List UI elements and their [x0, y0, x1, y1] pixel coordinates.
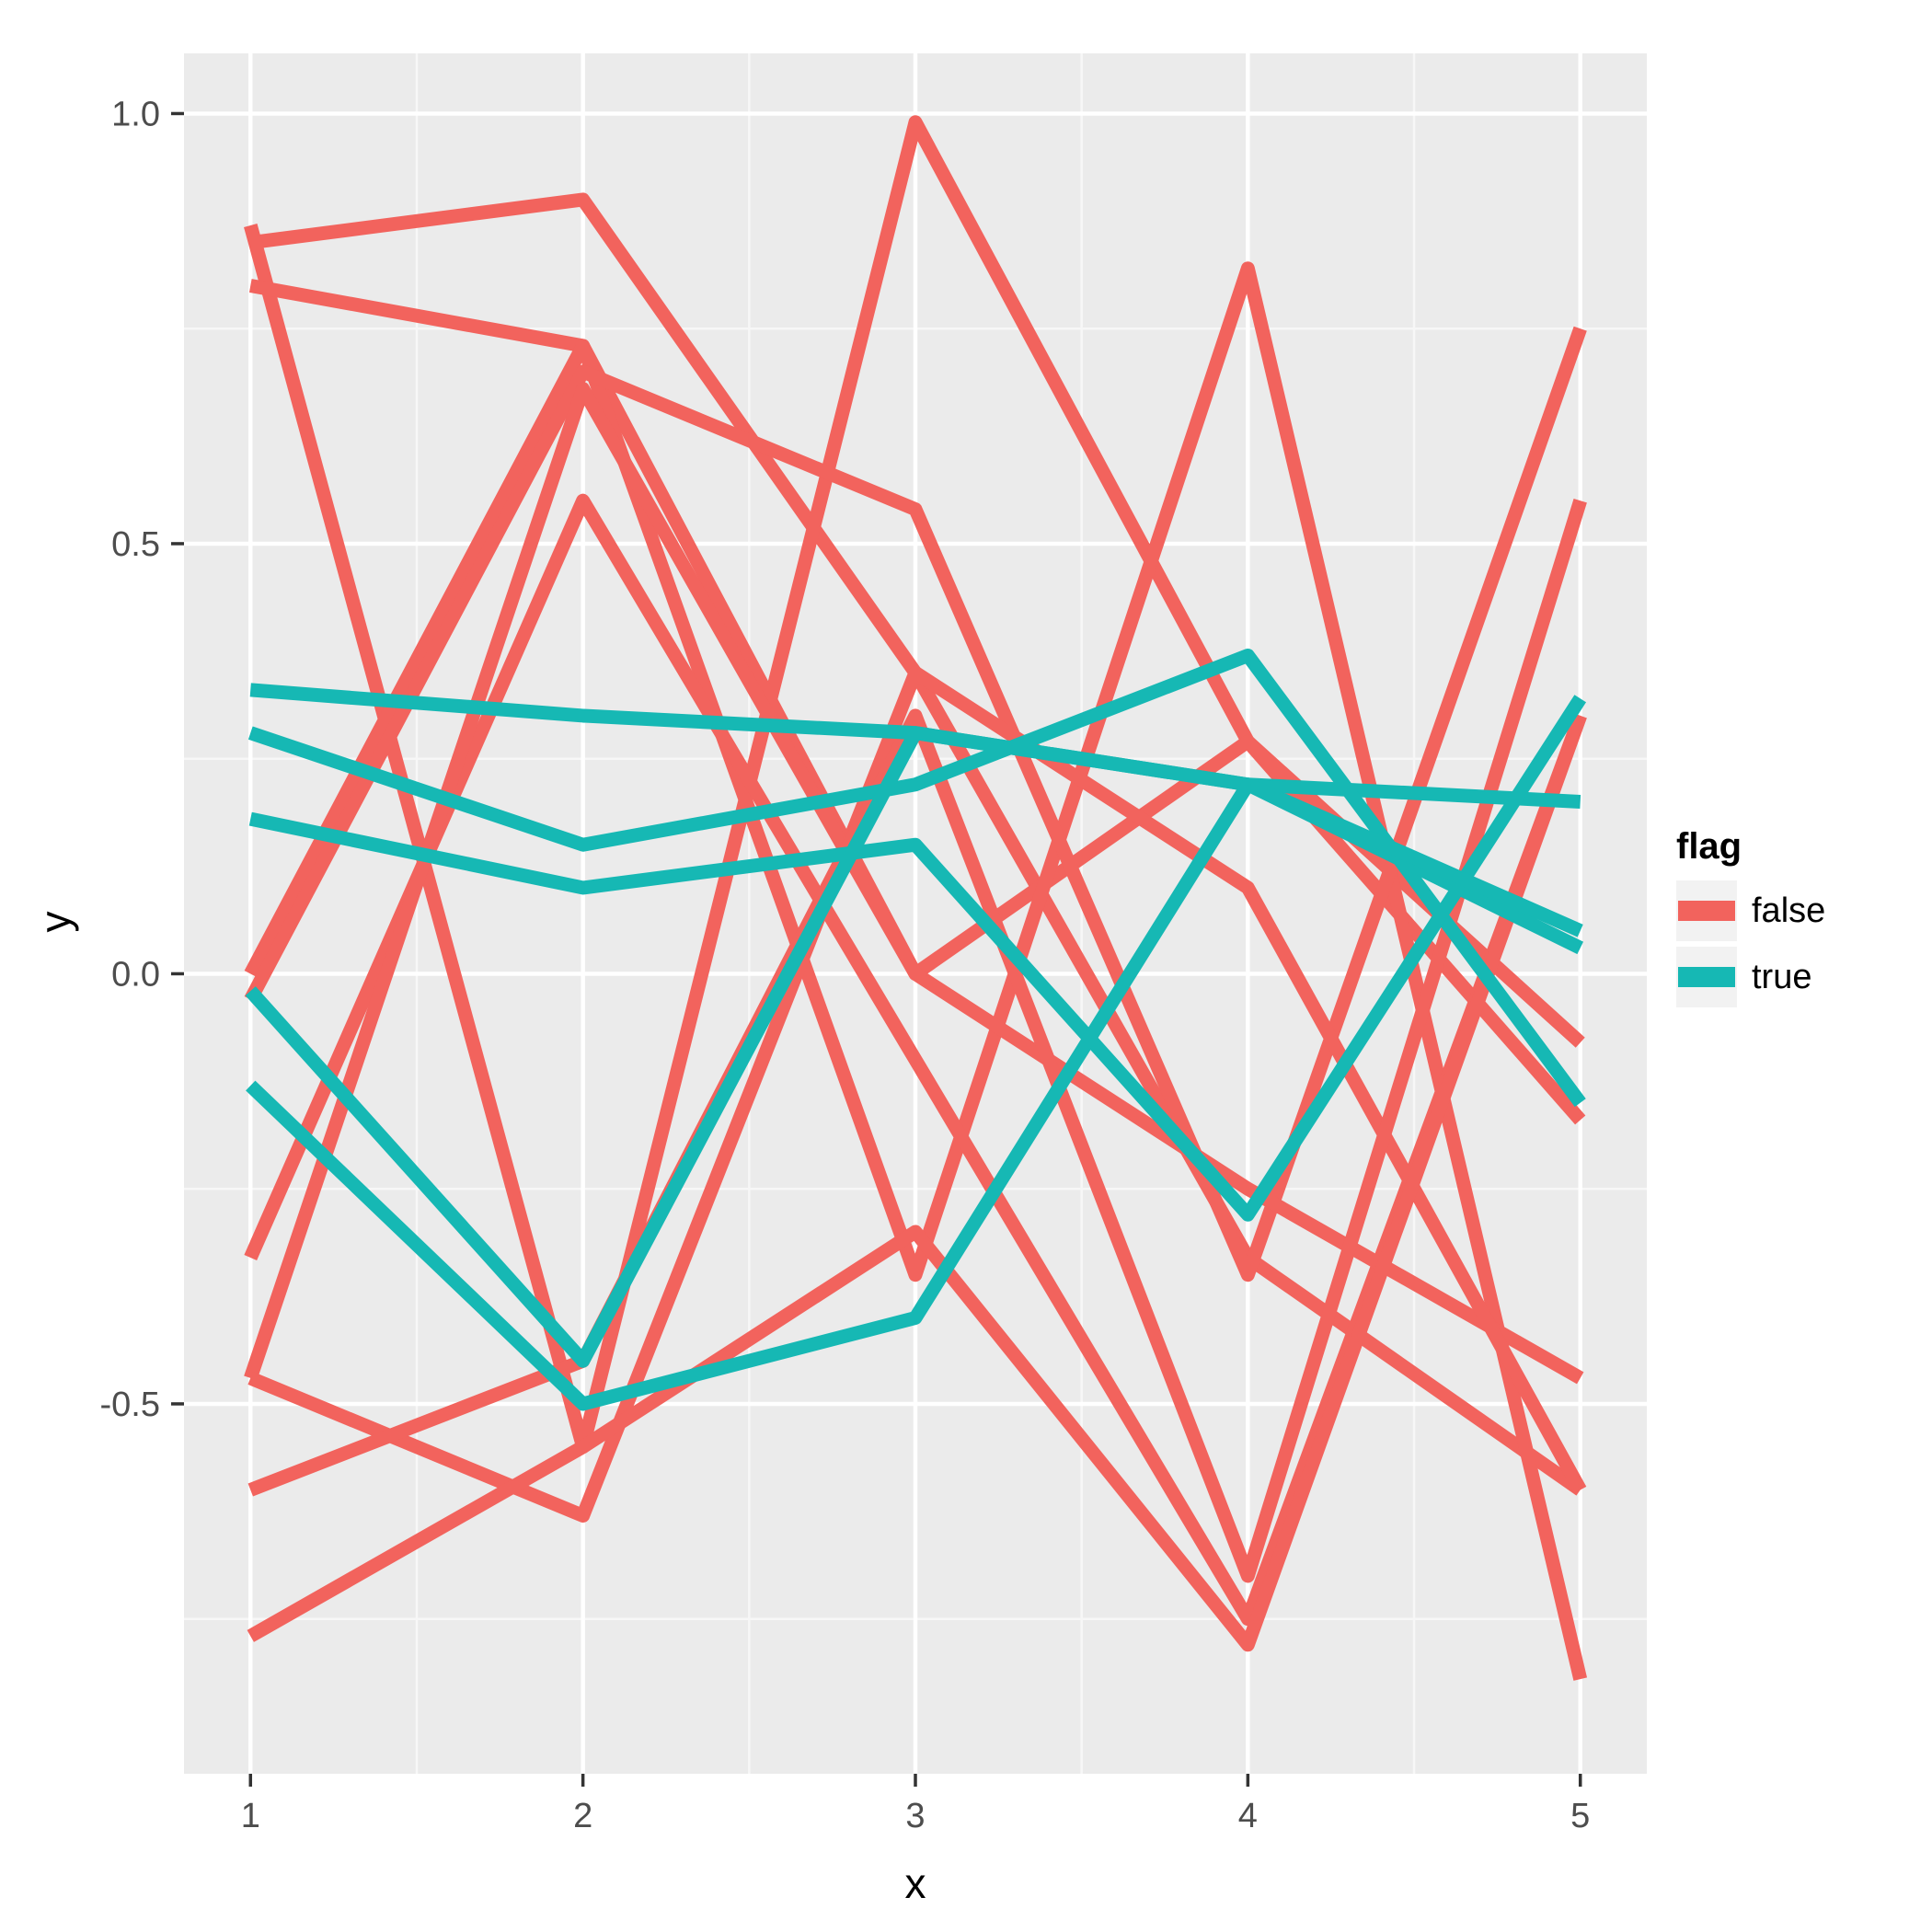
series-line-false — [247, 713, 1587, 1652]
y-tick-label: -0.5 — [100, 1386, 160, 1424]
y-axis-title: y — [31, 911, 79, 933]
color-swatch-true — [1678, 967, 1735, 987]
series-line-false — [244, 115, 1586, 1455]
series-line-true — [248, 695, 1587, 1222]
x-tick-label: 5 — [1570, 1797, 1590, 1835]
legend-key-false — [1676, 880, 1737, 941]
series-line-false — [247, 498, 1587, 1583]
legend: flag false true — [1676, 826, 1925, 1013]
x-tick-label: 4 — [1238, 1797, 1258, 1835]
legend-label-false: false — [1752, 891, 1826, 930]
color-swatch-false — [1678, 901, 1735, 921]
legend-title: flag — [1676, 826, 1742, 867]
x-axis-title: x — [904, 1859, 926, 1907]
x-tick-label: 3 — [905, 1797, 925, 1835]
legend-key-true — [1676, 947, 1737, 1007]
series-line-false — [244, 382, 1584, 1385]
legend-label-true: true — [1752, 957, 1812, 996]
y-tick-label: 0.5 — [111, 525, 160, 564]
y-tick-label: 0.0 — [111, 955, 160, 994]
series-line-true — [247, 649, 1586, 1108]
y-tick-label: 1.0 — [111, 95, 160, 133]
x-tick-label: 2 — [573, 1797, 592, 1835]
series-line-false — [244, 261, 1588, 1681]
legend-entry-false: false — [1676, 880, 1925, 941]
legend-entry-true: true — [1676, 947, 1925, 1007]
series-line-true — [246, 777, 1583, 1411]
x-tick-label: 1 — [241, 1797, 260, 1835]
series-line-false — [247, 665, 1587, 1523]
series-line-false — [244, 326, 1587, 1282]
